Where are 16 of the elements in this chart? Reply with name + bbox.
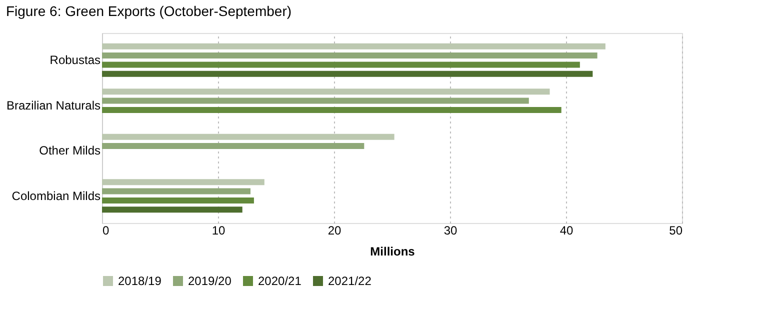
- legend-label: 2019/20: [188, 274, 232, 288]
- legend-label: 2021/22: [328, 274, 372, 288]
- y-tick-label: Brazilian Naturals: [6, 98, 100, 112]
- chart-title: Figure 6: Green Exports (October-September): [6, 3, 292, 19]
- y-tick-label: Colombian Milds: [12, 188, 100, 203]
- x-tick-label: 30: [444, 224, 458, 238]
- x-tick-label: 20: [328, 224, 342, 238]
- x-tick-label: 40: [560, 224, 574, 238]
- legend-label: 2018/19: [118, 274, 162, 288]
- y-tick-label: Robustas: [50, 53, 100, 68]
- x-axis-title: Millions: [370, 244, 416, 258]
- x-tick-label: 0: [102, 224, 110, 238]
- x-tick-label: 10: [212, 224, 226, 238]
- y-tick-label: Other Milds: [39, 144, 100, 158]
- x-tick-label: 50: [669, 224, 683, 238]
- legend-label: 2020/21: [258, 274, 302, 288]
